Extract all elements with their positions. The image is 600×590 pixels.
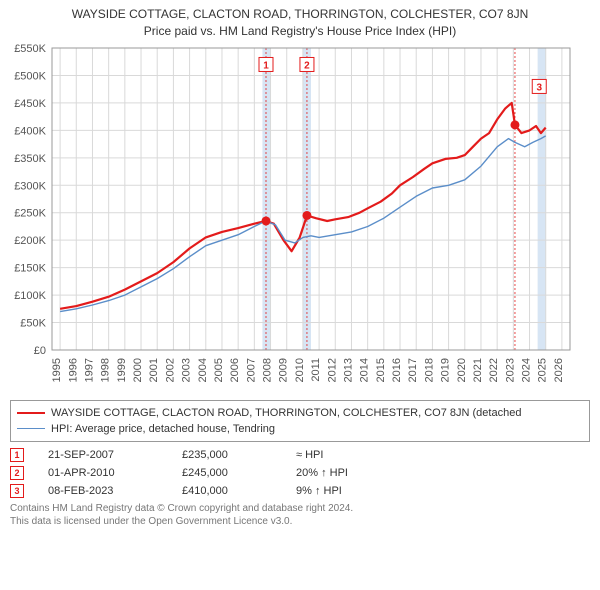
footer-line-1: Contains HM Land Registry data © Crown c… xyxy=(10,502,590,515)
footer-line-2: This data is licensed under the Open Gov… xyxy=(10,515,590,528)
svg-text:2024: 2024 xyxy=(521,358,533,382)
svg-text:£50K: £50K xyxy=(20,317,46,329)
svg-text:2015: 2015 xyxy=(375,358,387,382)
legend-swatch xyxy=(17,412,45,414)
svg-text:1998: 1998 xyxy=(100,358,112,382)
svg-text:£450K: £450K xyxy=(14,98,46,110)
legend-label: WAYSIDE COTTAGE, CLACTON ROAD, THORRINGT… xyxy=(51,405,521,421)
svg-text:1: 1 xyxy=(263,60,269,71)
sale-date: 08-FEB-2023 xyxy=(48,485,158,497)
svg-text:3: 3 xyxy=(536,82,542,93)
svg-text:£100K: £100K xyxy=(14,290,46,302)
svg-text:2023: 2023 xyxy=(504,358,516,382)
sale-date: 21-SEP-2007 xyxy=(48,449,158,461)
subtitle: Price paid vs. HM Land Registry's House … xyxy=(0,23,600,40)
svg-text:2017: 2017 xyxy=(407,358,419,382)
price-chart: £0 £50K £100K £150K £200K £250K £300K £350K £400… xyxy=(0,40,580,400)
sale-marker-icon: 1 xyxy=(10,448,24,462)
svg-text:2005: 2005 xyxy=(213,358,225,382)
svg-text:1997: 1997 xyxy=(83,358,95,382)
svg-text:£300K: £300K xyxy=(14,180,46,192)
legend-label: HPI: Average price, detached house, Tend… xyxy=(51,421,275,437)
svg-text:£400K: £400K xyxy=(14,125,46,137)
sale-marker-icon: 2 xyxy=(10,466,24,480)
svg-text:2007: 2007 xyxy=(245,358,257,382)
sale-row: 3 08-FEB-2023 £410,000 9% ↑ HPI xyxy=(10,482,590,500)
svg-text:2014: 2014 xyxy=(359,358,371,382)
sale-price: £410,000 xyxy=(182,485,272,497)
svg-text:£350K: £350K xyxy=(14,152,46,164)
titles: WAYSIDE COTTAGE, CLACTON ROAD, THORRINGT… xyxy=(0,0,600,40)
svg-text:2019: 2019 xyxy=(440,358,452,382)
legend-item: HPI: Average price, detached house, Tend… xyxy=(17,421,583,437)
footer: Contains HM Land Registry data © Crown c… xyxy=(10,502,590,528)
svg-text:2022: 2022 xyxy=(488,358,500,382)
sale-row: 2 01-APR-2010 £245,000 20% ↑ HPI xyxy=(10,464,590,482)
sale-date: 01-APR-2010 xyxy=(48,467,158,479)
svg-text:£200K: £200K xyxy=(14,235,46,247)
svg-text:2013: 2013 xyxy=(342,358,354,382)
svg-text:£550K: £550K xyxy=(14,43,46,55)
svg-text:1995: 1995 xyxy=(51,358,63,382)
svg-text:1996: 1996 xyxy=(67,358,79,382)
sale-row: 1 21-SEP-2007 £235,000 ≈ HPI xyxy=(10,446,590,464)
svg-text:2020: 2020 xyxy=(456,358,468,382)
svg-text:2008: 2008 xyxy=(262,358,274,382)
svg-text:2009: 2009 xyxy=(278,358,290,382)
svg-text:2010: 2010 xyxy=(294,358,306,382)
svg-text:2: 2 xyxy=(304,60,310,71)
svg-text:2016: 2016 xyxy=(391,358,403,382)
sale-marker-icon: 3 xyxy=(10,484,24,498)
svg-text:£0: £0 xyxy=(34,345,46,357)
svg-text:2018: 2018 xyxy=(423,358,435,382)
svg-text:2003: 2003 xyxy=(181,358,193,382)
svg-text:2006: 2006 xyxy=(229,358,241,382)
svg-text:2026: 2026 xyxy=(553,358,565,382)
sale-delta: 9% ↑ HPI xyxy=(296,485,590,497)
sales-table: 1 21-SEP-2007 £235,000 ≈ HPI 2 01-APR-2010 £24… xyxy=(10,446,590,500)
legend-swatch xyxy=(17,428,45,429)
svg-text:£150K: £150K xyxy=(14,262,46,274)
svg-text:2011: 2011 xyxy=(310,358,322,382)
svg-text:2025: 2025 xyxy=(537,358,549,382)
svg-text:2002: 2002 xyxy=(164,358,176,382)
svg-text:2021: 2021 xyxy=(472,358,484,382)
svg-text:1999: 1999 xyxy=(116,358,128,382)
svg-text:2000: 2000 xyxy=(132,358,144,382)
svg-text:2001: 2001 xyxy=(148,358,160,382)
chart-container: WAYSIDE COTTAGE, CLACTON ROAD, THORRINGT… xyxy=(0,0,600,590)
svg-text:£500K: £500K xyxy=(14,70,46,82)
svg-text:2012: 2012 xyxy=(326,358,338,382)
legend: WAYSIDE COTTAGE, CLACTON ROAD, THORRINGT… xyxy=(10,400,590,442)
sale-delta: ≈ HPI xyxy=(296,449,590,461)
sale-price: £235,000 xyxy=(182,449,272,461)
legend-item: WAYSIDE COTTAGE, CLACTON ROAD, THORRINGT… xyxy=(17,405,583,421)
main-title: WAYSIDE COTTAGE, CLACTON ROAD, THORRINGT… xyxy=(0,6,600,23)
sale-price: £245,000 xyxy=(182,467,272,479)
sale-delta: 20% ↑ HPI xyxy=(296,467,590,479)
svg-text:2004: 2004 xyxy=(197,358,209,382)
svg-text:£250K: £250K xyxy=(14,207,46,219)
